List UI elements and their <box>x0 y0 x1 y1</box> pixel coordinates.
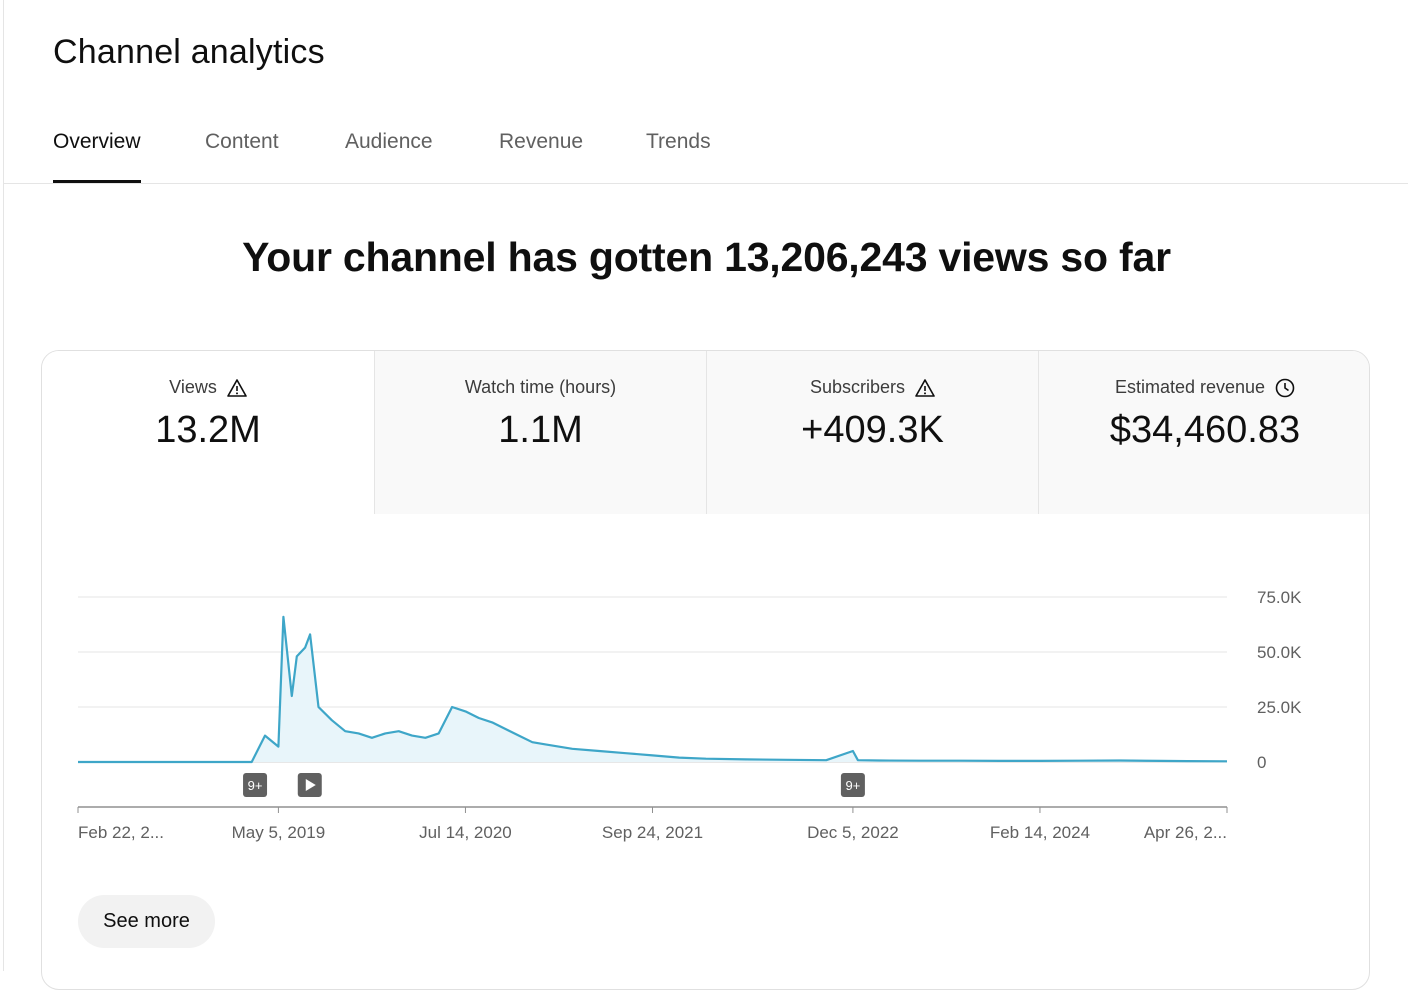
warning-icon[interactable] <box>227 378 247 398</box>
tab-bar: Overview Content Audience Revenue Trends <box>4 116 1408 184</box>
metric-label-row: Subscribers <box>707 377 1038 398</box>
x-tick-label: Feb 14, 2024 <box>990 823 1090 842</box>
marker-label: 9+ <box>845 778 860 793</box>
x-tick-label: Dec 5, 2022 <box>807 823 899 842</box>
tab-overview[interactable]: Overview <box>53 130 141 183</box>
x-tick-label: Apr 26, 2... <box>1144 823 1227 842</box>
x-tick-label: Feb 22, 2... <box>78 823 164 842</box>
video-marker-badge[interactable]: 9+ <box>243 773 267 797</box>
metric-label-row: Estimated revenue <box>1039 377 1370 398</box>
x-tick-label: Jul 14, 2020 <box>419 823 512 842</box>
metric-label-row: Views <box>42 377 374 398</box>
active-tab-indicator <box>53 180 141 183</box>
page-title: Channel analytics <box>53 33 325 72</box>
tab-content[interactable]: Content <box>205 130 279 183</box>
metric-label: Estimated revenue <box>1115 377 1265 398</box>
x-tick-label: May 5, 2019 <box>232 823 326 842</box>
see-more-button[interactable]: See more <box>78 895 215 948</box>
metric-value: 1.1M <box>375 409 706 452</box>
marker-label: 9+ <box>248 778 263 793</box>
y-tick-label: 50.0K <box>1257 643 1302 662</box>
video-marker-badge[interactable]: 9+ <box>841 773 865 797</box>
y-tick-label: 25.0K <box>1257 698 1302 717</box>
metric-views[interactable]: Views 13.2M <box>42 351 374 514</box>
views-chart: 0 25.0K 50.0K 75.0K Feb 22, 2... May 5, 2019 J… <box>42 514 1370 894</box>
metric-value: +409.3K <box>707 409 1038 452</box>
metric-value: $34,460.83 <box>1039 409 1370 452</box>
tab-label: Audience <box>345 130 433 153</box>
analytics-page: Channel analytics Overview Content Audie… <box>3 0 1408 971</box>
clock-icon[interactable] <box>1275 378 1295 398</box>
y-tick-label: 0 <box>1257 753 1266 772</box>
metric-label-row: Watch time (hours) <box>375 377 706 398</box>
y-tick-label: 75.0K <box>1257 588 1302 607</box>
metric-label: Watch time (hours) <box>465 377 616 398</box>
tab-label: Content <box>205 130 279 153</box>
video-marker-play[interactable] <box>298 773 322 797</box>
warning-icon[interactable] <box>915 378 935 398</box>
tab-revenue[interactable]: Revenue <box>499 130 583 183</box>
views-line <box>78 617 1227 762</box>
views-chart-svg: 0 25.0K 50.0K 75.0K Feb 22, 2... May 5, 2019 J… <box>42 514 1370 894</box>
x-tick-label: Sep 24, 2021 <box>602 823 703 842</box>
tab-label: Revenue <box>499 130 583 153</box>
tab-audience[interactable]: Audience <box>345 130 433 183</box>
metric-value: 13.2M <box>42 409 374 452</box>
metric-label: Subscribers <box>810 377 905 398</box>
metric-watch-time[interactable]: Watch time (hours) 1.1M <box>374 351 706 514</box>
metric-label: Views <box>169 377 217 398</box>
metric-estimated-revenue[interactable]: Estimated revenue $34,460.83 <box>1038 351 1370 514</box>
tab-label: Overview <box>53 130 141 153</box>
tab-label: Trends <box>646 130 711 153</box>
metric-subscribers[interactable]: Subscribers +409.3K <box>706 351 1038 514</box>
views-headline: Your channel has gotten 13,206,243 views… <box>4 234 1408 281</box>
views-area <box>78 617 1227 762</box>
tab-trends[interactable]: Trends <box>646 130 711 183</box>
metrics-card: Views 13.2M Watch time (hours) 1.1M Subs… <box>41 350 1370 990</box>
